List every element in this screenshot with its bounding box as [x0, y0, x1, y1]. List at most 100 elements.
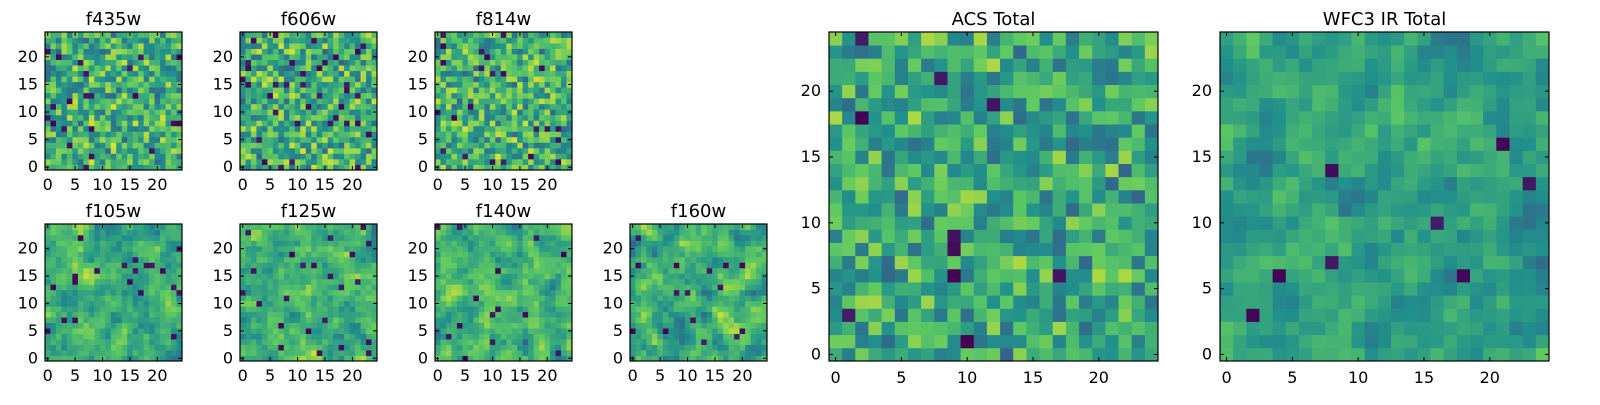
heatmap-cell — [1053, 216, 1067, 230]
heatmap-cell — [646, 284, 652, 290]
heatmap-cell — [300, 38, 306, 44]
heatmap-cell — [78, 93, 84, 99]
heatmap-cell — [333, 153, 339, 159]
heatmap-cell — [56, 71, 62, 77]
heatmap-cell — [133, 317, 139, 323]
heatmap-cell — [366, 148, 372, 154]
heatmap-cell — [89, 224, 95, 230]
heatmap-cell — [149, 290, 155, 296]
heatmap-cell — [166, 82, 172, 88]
heatmap-cell — [685, 290, 691, 296]
heatmap-cell — [550, 268, 556, 274]
heatmap-cell — [534, 142, 540, 148]
heatmap-cell — [1040, 243, 1054, 257]
heatmap-cell — [344, 339, 350, 345]
heatmap-cell — [921, 164, 935, 178]
heatmap-cell — [355, 257, 361, 263]
heatmap-cell — [723, 257, 729, 263]
heatmap-cell — [734, 273, 740, 279]
heatmap-cell — [855, 203, 869, 217]
heatmap-cell — [328, 142, 334, 148]
heatmap-cell — [138, 43, 144, 49]
heatmap-cell — [61, 295, 67, 301]
heatmap-cell — [83, 240, 89, 246]
heatmap-cell — [155, 98, 161, 104]
heatmap-cell — [550, 240, 556, 246]
heatmap-cell — [100, 148, 106, 154]
heatmap-cell — [718, 240, 724, 246]
heatmap-cell — [490, 142, 496, 148]
heatmap-cell — [72, 120, 78, 126]
heatmap-cell — [83, 339, 89, 345]
heatmap-cell — [160, 334, 166, 340]
heatmap-cells-f435w — [45, 32, 182, 170]
heatmap-cell — [240, 159, 246, 165]
heatmap-cell — [550, 49, 556, 55]
heatmap-cell — [322, 76, 328, 82]
heatmap-cell — [501, 301, 507, 307]
heatmap-cell — [652, 279, 658, 285]
heatmap-cell — [479, 290, 485, 296]
heatmap-cell — [273, 148, 279, 154]
heatmap-cell — [94, 224, 100, 230]
heatmap-cell — [50, 334, 56, 340]
heatmap-cell — [468, 76, 474, 82]
heatmap-cell — [468, 109, 474, 115]
heatmap-cell — [495, 306, 501, 312]
heatmap-cell — [435, 148, 441, 154]
heatmap-cell — [267, 115, 273, 121]
heatmap-cell — [534, 32, 540, 38]
heatmap-cell — [278, 284, 284, 290]
heatmap-cell — [116, 109, 122, 115]
heatmap-cell — [89, 38, 95, 44]
heatmap-cell — [446, 98, 452, 104]
heatmap-cell — [842, 164, 856, 178]
heatmap-cell — [278, 246, 284, 252]
heatmap-cell — [50, 279, 56, 285]
chart-title: f435w — [86, 9, 141, 30]
heatmap-cell — [451, 350, 457, 356]
heatmap-cell — [440, 345, 446, 351]
heatmap-cell — [534, 109, 540, 115]
heatmap-cell — [61, 345, 67, 351]
heatmap-cell — [127, 60, 133, 66]
heatmap-cell — [523, 87, 529, 93]
heatmap-cell — [89, 350, 95, 356]
heatmap-cell — [707, 240, 713, 246]
heatmap-cell — [842, 269, 856, 283]
heatmap-cell — [479, 54, 485, 60]
heatmap-cell — [155, 65, 161, 71]
heatmap-cell — [895, 335, 909, 349]
heatmap-cell — [440, 82, 446, 88]
heatmap-cell — [440, 339, 446, 345]
heatmap-cell — [550, 284, 556, 290]
heatmap-cell — [451, 295, 457, 301]
heatmap-cell — [350, 131, 356, 137]
heatmap-cell — [350, 98, 356, 104]
heatmap-cell — [306, 60, 312, 66]
heatmap-cell — [333, 235, 339, 241]
heatmap-cell — [328, 251, 334, 257]
heatmap-cell — [89, 229, 95, 235]
heatmap-cell — [685, 345, 691, 351]
heatmap-cell — [1105, 269, 1119, 283]
heatmap-cell — [284, 60, 290, 66]
heatmap-cell — [1066, 164, 1080, 178]
heatmap-cell — [171, 153, 177, 159]
heatmap-cell — [300, 350, 306, 356]
heatmap-cell — [111, 87, 117, 93]
heatmap-cell — [344, 246, 350, 252]
heatmap-cell — [895, 269, 909, 283]
heatmap-cell — [641, 240, 647, 246]
heatmap-cell — [745, 350, 751, 356]
heatmap-cell — [361, 279, 367, 285]
heatmap-cell — [495, 82, 501, 88]
heatmap-cell — [89, 262, 95, 268]
heatmap-cell — [446, 279, 452, 285]
heatmap-cell — [155, 229, 161, 235]
heatmap-cell — [300, 87, 306, 93]
heatmap-cell — [138, 301, 144, 307]
heatmap-cell — [528, 32, 534, 38]
heatmap-cell — [67, 257, 73, 263]
chart-title: f105w — [86, 201, 141, 222]
